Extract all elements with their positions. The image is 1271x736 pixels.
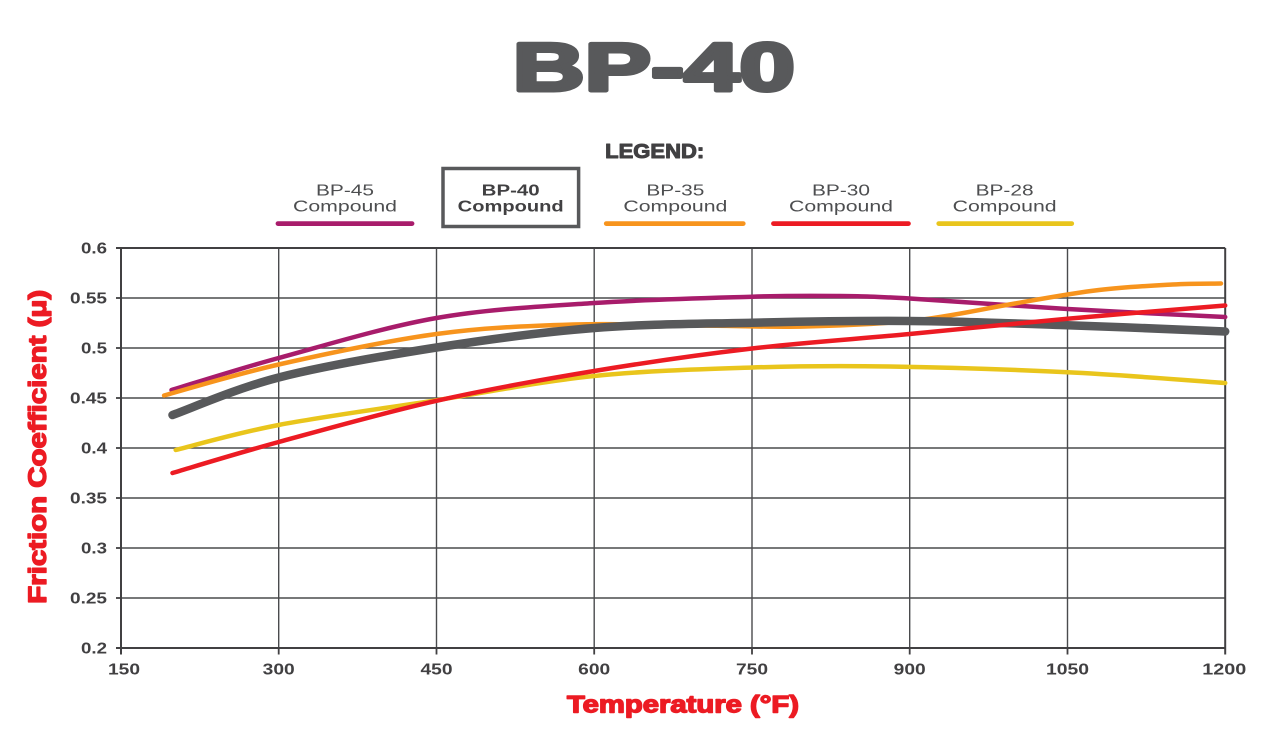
svg-text:BP-30: BP-30 (812, 183, 870, 200)
svg-text:300: 300 (263, 661, 295, 678)
svg-text:Compound: Compound (623, 199, 727, 216)
svg-text:Compound: Compound (789, 199, 893, 216)
svg-text:0.35: 0.35 (70, 490, 107, 507)
svg-text:0.45: 0.45 (70, 390, 107, 407)
svg-text:Friction Coefficient (μ): Friction Coefficient (μ) (24, 290, 52, 604)
svg-text:Compound: Compound (458, 199, 564, 216)
svg-text:1050: 1050 (1046, 661, 1089, 678)
svg-text:0.55: 0.55 (70, 290, 107, 307)
svg-text:0.2: 0.2 (81, 640, 107, 657)
svg-text:150: 150 (108, 661, 140, 678)
svg-text:750: 750 (736, 661, 768, 678)
svg-text:0.4: 0.4 (81, 440, 107, 457)
svg-text:BP-40: BP-40 (482, 183, 540, 200)
svg-text:Temperature (°F): Temperature (°F) (567, 691, 799, 718)
svg-text:450: 450 (421, 661, 453, 678)
svg-text:1200: 1200 (1202, 661, 1246, 678)
svg-text:Compound: Compound (293, 199, 397, 216)
svg-text:LEGEND:: LEGEND: (605, 141, 704, 163)
svg-text:0.5: 0.5 (81, 340, 107, 357)
svg-text:0.6: 0.6 (81, 240, 107, 257)
svg-text:0.3: 0.3 (81, 540, 107, 557)
svg-text:BP-45: BP-45 (316, 183, 374, 200)
svg-text:BP-28: BP-28 (976, 183, 1034, 200)
svg-text:BP-35: BP-35 (646, 183, 704, 200)
svg-text:Compound: Compound (953, 199, 1057, 216)
svg-text:BP-40: BP-40 (513, 30, 795, 106)
svg-text:0.25: 0.25 (70, 590, 107, 607)
svg-text:900: 900 (894, 661, 926, 678)
svg-text:600: 600 (578, 661, 610, 678)
